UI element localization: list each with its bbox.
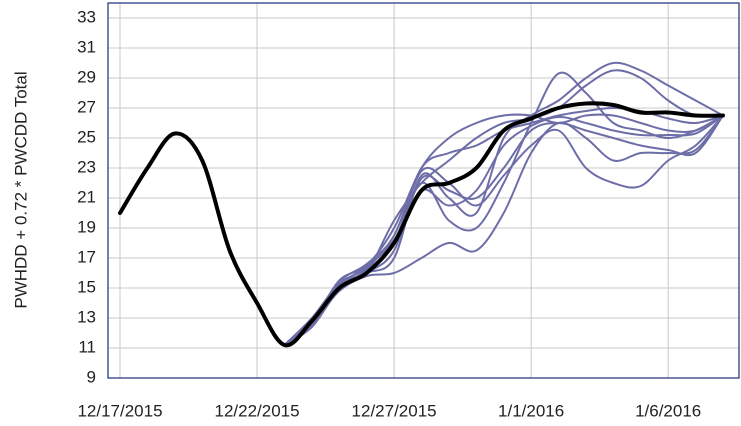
y-tick-label: 17 <box>77 247 96 266</box>
x-tick-label: 12/17/2015 <box>77 401 162 420</box>
y-tick-label: 31 <box>77 37 96 56</box>
series-line <box>283 114 724 346</box>
y-tick-label: 25 <box>77 127 96 146</box>
series-line <box>283 114 724 346</box>
y-tick-label: 15 <box>77 277 96 296</box>
y-tick-label: 19 <box>77 217 96 236</box>
y-tick-label: 23 <box>77 157 96 176</box>
y-axis-title: PWHDD + 0.72 * PWCDD Total <box>11 71 30 308</box>
series-line <box>283 71 724 346</box>
y-tick-label: 27 <box>77 97 96 116</box>
x-tick-label: 12/22/2015 <box>214 401 299 420</box>
y-tick-label: 21 <box>77 187 96 206</box>
x-tick-label: 1/6/2016 <box>635 401 701 420</box>
y-tick-label: 13 <box>77 307 96 326</box>
plot-frame <box>107 2 740 379</box>
y-tick-label: 9 <box>87 367 96 386</box>
series-line <box>283 114 724 346</box>
y-tick-label: 33 <box>77 7 96 26</box>
x-tick-label: 1/1/2016 <box>498 401 564 420</box>
y-tick-label: 29 <box>77 67 96 86</box>
series-line <box>283 107 724 346</box>
x-tick-label: 12/27/2015 <box>352 401 437 420</box>
series-line <box>283 113 724 346</box>
series-line <box>283 114 724 346</box>
series-line <box>283 61 724 346</box>
y-tick-label: 11 <box>78 337 96 356</box>
series-line <box>118 101 725 348</box>
